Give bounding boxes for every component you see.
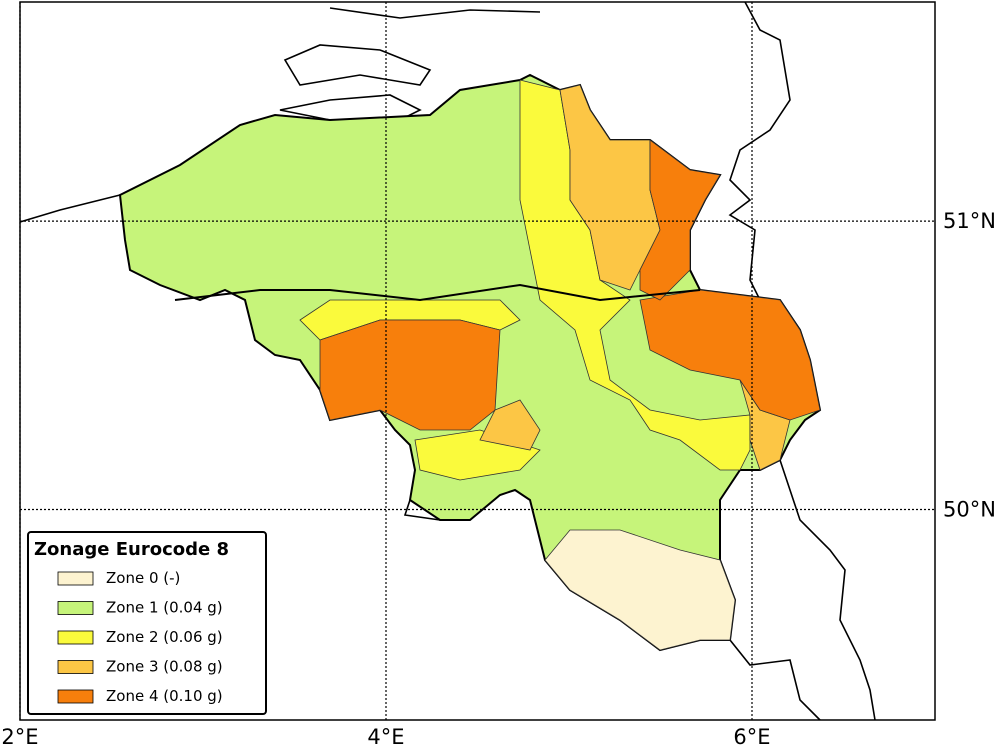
legend-swatch xyxy=(57,601,94,615)
region-border xyxy=(174,283,701,302)
border-line xyxy=(728,1,791,301)
legend-title: Zonage Eurocode 8 xyxy=(34,539,229,560)
x-tick-label: 2°E xyxy=(1,725,38,749)
legend-swatch xyxy=(57,660,94,674)
zone-area xyxy=(544,529,736,651)
border-line xyxy=(19,194,121,223)
y-tick-label: 50°N xyxy=(943,498,996,522)
zone-area xyxy=(639,139,721,301)
legend-label: Zone 1 (0.04 g) xyxy=(106,599,223,617)
zone-area xyxy=(639,289,821,421)
legend-label: Zone 2 (0.06 g) xyxy=(106,628,223,646)
y-tick-label: 51°N xyxy=(943,209,996,233)
legend: Zonage Eurocode 8 Zone 0 (-) Zone 1 (0.04… xyxy=(27,531,267,715)
legend-label: Zone 3 (0.08 g) xyxy=(106,658,223,676)
border-line xyxy=(779,459,876,721)
legend-swatch xyxy=(57,689,94,704)
regions xyxy=(19,1,876,721)
legend-swatch xyxy=(57,571,94,586)
border-line xyxy=(729,639,821,721)
legend-swatch xyxy=(57,630,94,645)
x-tick-label: 6°E xyxy=(733,725,770,749)
graticule xyxy=(19,2,935,720)
map-frame xyxy=(19,1,936,721)
legend-label: Zone 4 (0.10 g) xyxy=(106,687,223,705)
zone-area xyxy=(319,319,501,431)
x-tick-label: 4°E xyxy=(367,725,404,749)
border-line xyxy=(403,499,441,521)
zone-area xyxy=(479,399,541,451)
legend-label: Zone 0 (-) xyxy=(106,569,180,587)
